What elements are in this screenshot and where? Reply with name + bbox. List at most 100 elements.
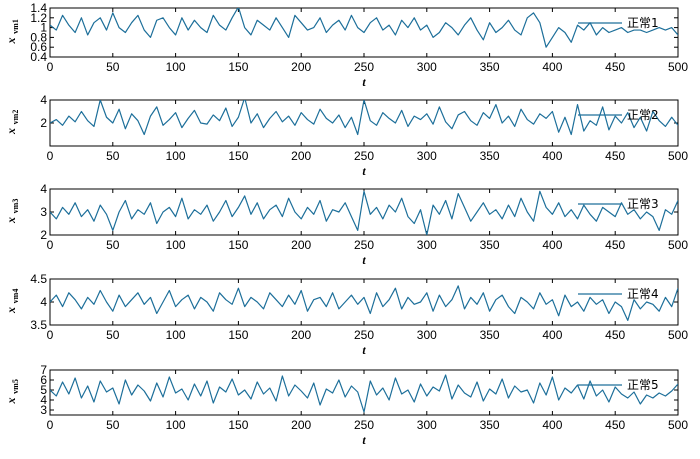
x-tick-label: 200 — [291, 149, 311, 163]
x-tick-label: 350 — [480, 149, 500, 163]
y-tick-label: 3.5 — [30, 318, 47, 332]
x-tick-label: 100 — [166, 60, 186, 74]
y-tick-label: 0.8 — [30, 30, 47, 44]
chart-panel-2: 0 50 100 150 200 250 300 350 400 450 500 2 4 t x vm2 正常2 — [4, 93, 688, 178]
y-axis-label: x vm3 — [4, 199, 20, 224]
legend-label: 正常2 — [627, 108, 659, 122]
x-tick-label: 300 — [417, 60, 437, 74]
chart-panel-3: 0 50 100 150 200 250 300 350 400 450 500 2 3 4 t x vm3 正常… — [4, 182, 688, 267]
y-axis-label-sub: vm5 — [11, 379, 20, 394]
x-axis-label: t — [362, 75, 366, 89]
y-tick-label: 4 — [40, 182, 47, 196]
x-tick-label: 100 — [166, 418, 186, 432]
x-tick-label: 200 — [291, 60, 311, 74]
x-tick-label: 200 — [291, 238, 311, 252]
y-axis-label-sub: vm4 — [11, 289, 20, 304]
y-tick-label: 4 — [40, 295, 47, 309]
x-tick-label: 0 — [47, 149, 54, 163]
legend-label: 正常4 — [627, 287, 659, 301]
x-tick-label: 450 — [605, 149, 625, 163]
legend: 正常3 — [578, 197, 659, 211]
y-axis-label: x vm4 — [4, 289, 20, 314]
x-tick-label: 450 — [605, 238, 625, 252]
x-tick-label: 250 — [354, 418, 374, 432]
y-tick-label: 2 — [40, 116, 47, 130]
x-tick-label: 200 — [291, 328, 311, 342]
x-tick-label: 150 — [228, 238, 248, 252]
y-tick-label: 4 — [40, 393, 47, 407]
x-tick-label: 450 — [605, 418, 625, 432]
x-tick-label: 300 — [417, 238, 437, 252]
series-line-1 — [50, 8, 678, 48]
y-tick-label: 6 — [40, 373, 47, 387]
x-tick-label: 350 — [480, 238, 500, 252]
y-tick-label: 5 — [40, 383, 47, 397]
series-line-4 — [50, 285, 678, 321]
x-tick-label: 100 — [166, 149, 186, 163]
chart-panel-4: 0 50 100 150 200 250 300 350 400 450 500 3.5 4 4.5 t xv… — [4, 272, 688, 357]
x-tick-label: 250 — [354, 238, 374, 252]
plot-frame — [49, 99, 679, 147]
legend: 正常1 — [578, 16, 659, 30]
x-tick-label: 500 — [668, 60, 688, 74]
x-tick-label: 50 — [106, 149, 120, 163]
y-tick-label: 4 — [40, 93, 47, 107]
x-tick-label: 0 — [47, 60, 54, 74]
legend-label: 正常3 — [627, 197, 659, 211]
x-tick-label: 450 — [605, 60, 625, 74]
y-tick-label: 3 — [40, 205, 47, 219]
y-tick-label: 0.4 — [30, 50, 47, 64]
x-tick-label: 100 — [166, 238, 186, 252]
y-axis-label-sub: vm1 — [11, 19, 20, 34]
x-tick-label: 300 — [417, 418, 437, 432]
y-tick-label: 3 — [40, 403, 47, 417]
x-tick-label: 350 — [480, 328, 500, 342]
plot-frame — [49, 369, 679, 416]
y-axis-label-main: x — [4, 398, 18, 405]
y-axis-label-main: x — [4, 38, 18, 45]
x-tick-label: 500 — [668, 328, 688, 342]
x-tick-label: 400 — [542, 418, 562, 432]
x-tick-label: 300 — [417, 328, 437, 342]
legend: 正常5 — [578, 378, 659, 392]
y-axis-label-main: x — [4, 307, 18, 314]
x-tick-label: 200 — [291, 418, 311, 432]
x-tick-label: 150 — [228, 149, 248, 163]
x-axis-label: t — [362, 164, 366, 178]
y-axis-label: x vm5 — [4, 379, 20, 404]
x-tick-label: 0 — [47, 328, 54, 342]
x-axis-label: t — [362, 433, 366, 447]
series-line-3 — [50, 190, 678, 235]
y-tick-label: 1 — [40, 21, 47, 35]
y-axis-label-main: x — [4, 128, 18, 135]
x-tick-label: 50 — [106, 238, 120, 252]
plot-frame — [49, 188, 679, 236]
y-tick-label: 1.4 — [30, 1, 47, 15]
x-tick-label: 0 — [47, 238, 54, 252]
x-tick-label: 100 — [166, 328, 186, 342]
series-line-5 — [50, 374, 678, 413]
legend: 正常2 — [578, 108, 659, 122]
x-tick-label: 250 — [354, 149, 374, 163]
series-line-2 — [50, 100, 678, 136]
y-axis-label: x vm1 — [4, 19, 20, 44]
x-tick-label: 400 — [542, 60, 562, 74]
x-tick-label: 150 — [228, 60, 248, 74]
y-axis-label-main: x — [4, 217, 18, 224]
legend-label: 正常1 — [627, 16, 659, 30]
x-tick-label: 150 — [228, 328, 248, 342]
x-tick-label: 400 — [542, 238, 562, 252]
y-tick-label: 0.6 — [30, 40, 47, 54]
x-tick-label: 450 — [605, 328, 625, 342]
y-axis-label-sub: vm2 — [11, 110, 20, 125]
x-tick-label: 500 — [668, 418, 688, 432]
x-tick-label: 50 — [106, 328, 120, 342]
x-tick-label: 300 — [417, 149, 437, 163]
x-tick-label: 150 — [228, 418, 248, 432]
y-tick-label: 4.5 — [30, 272, 47, 286]
x-tick-label: 250 — [354, 328, 374, 342]
x-axis-label: t — [362, 343, 366, 357]
x-tick-label: 0 — [47, 418, 54, 432]
